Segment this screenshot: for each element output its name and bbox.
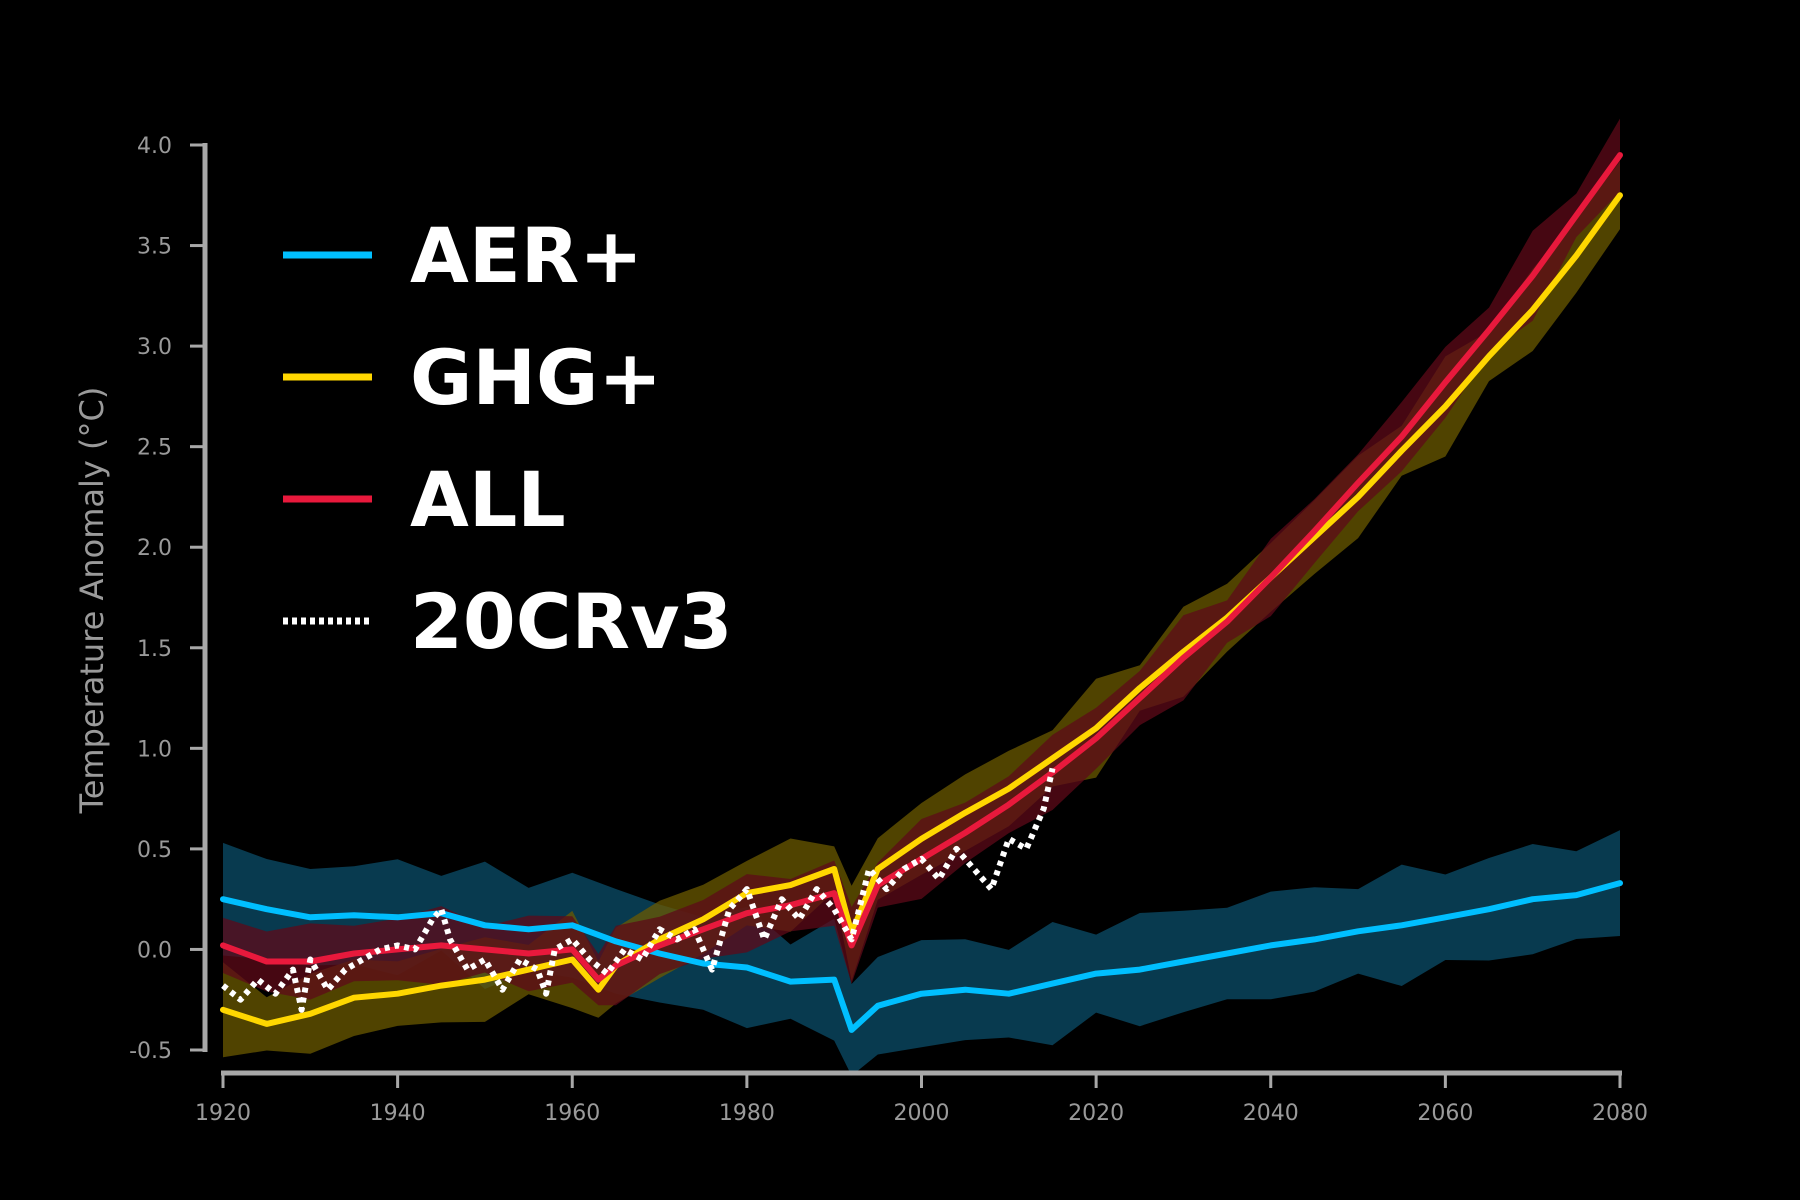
x-tick-label: 1960 (544, 1101, 600, 1126)
legend-label: ALL (410, 455, 566, 544)
band-aer (223, 830, 1620, 1076)
y-tick-label: 0.5 (137, 838, 172, 863)
x-tick-label: 2000 (894, 1101, 950, 1126)
series-line-all (220, 152, 1623, 983)
series-line-20crv3 (221, 767, 1056, 1013)
y-tick-label: 1.0 (137, 737, 172, 762)
legend-label: GHG+ (410, 333, 662, 422)
x-tick-label: 2080 (1592, 1101, 1648, 1126)
y-tick-label: 0.0 (137, 938, 172, 963)
y-tick-label: 2.5 (137, 436, 172, 461)
x-tick-label: 1980 (719, 1101, 775, 1126)
x-tick-label: 1920 (195, 1101, 251, 1126)
series-lines (220, 152, 1623, 1033)
x-tick-label: 2060 (1417, 1101, 1473, 1126)
uncertainty-bands (223, 118, 1620, 1076)
band-all (223, 118, 1620, 1006)
y-tick-label: 3.5 (137, 235, 172, 260)
x-tick-label: 1940 (370, 1101, 426, 1126)
legend-label: 20CRv3 (410, 577, 732, 666)
y-tick-label: 3.0 (137, 335, 172, 360)
x-tick-label: 2040 (1243, 1101, 1299, 1126)
y-axis-title: Temperature Anomaly (°C) (73, 387, 111, 815)
x-tick-label: 2020 (1068, 1101, 1124, 1126)
series-line-aer (220, 880, 1623, 1033)
y-tick-label: 1.5 (137, 637, 172, 662)
y-tick-label: 2.0 (137, 536, 172, 561)
axes: 4.0 3.5 3.0 2.5 2.0 1.5 1.0 0.5 0.0 -0.5 1920 1940 1… (129, 134, 1648, 1126)
y-tick-label: -0.5 (129, 1039, 172, 1064)
legend: AER+ GHG+ ALL 20CRv3 (283, 211, 732, 666)
series-line-ghg (220, 192, 1623, 1027)
legend-label: AER+ (410, 211, 643, 300)
y-tick-label: 4.0 (137, 134, 172, 159)
